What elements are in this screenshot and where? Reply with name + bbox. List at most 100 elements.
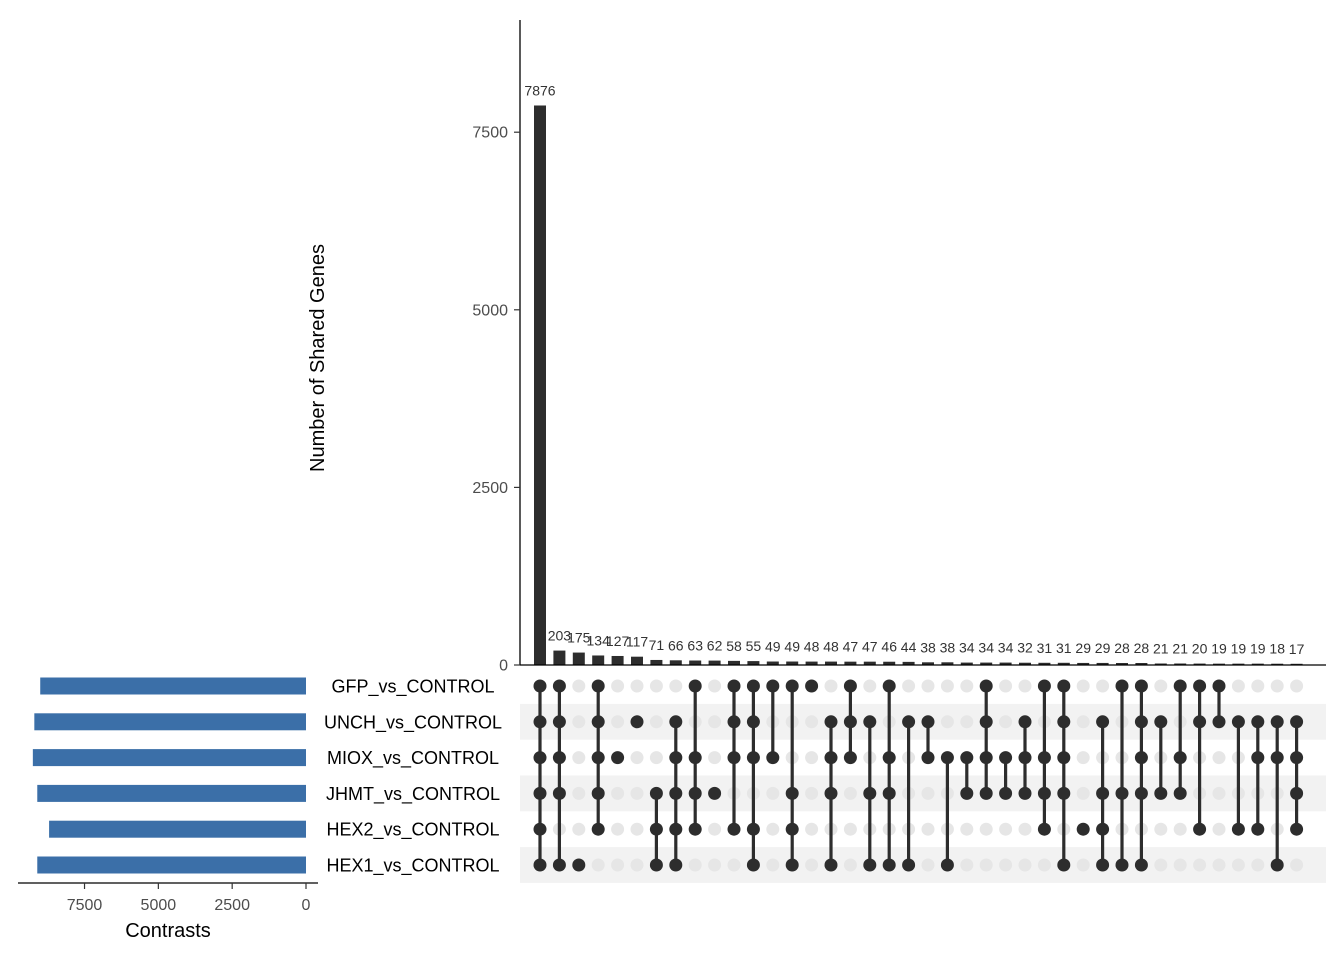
matrix-dot-empty bbox=[1154, 822, 1168, 836]
matrix-dot-filled bbox=[979, 751, 993, 765]
y-axis-tick-label: 2500 bbox=[472, 480, 508, 497]
matrix-dot-filled bbox=[727, 715, 741, 729]
intersection-count-label: 62 bbox=[707, 638, 723, 654]
matrix-dot-filled bbox=[805, 679, 819, 693]
matrix-dot-filled bbox=[960, 786, 974, 800]
intersection-bar bbox=[980, 662, 993, 665]
matrix-dot-empty bbox=[1290, 858, 1304, 872]
matrix-dot-filled bbox=[1251, 715, 1265, 729]
matrix-dot-empty bbox=[649, 751, 663, 765]
matrix-dot-empty bbox=[805, 822, 819, 836]
matrix-dot-empty bbox=[708, 822, 722, 836]
intersection-count-label: 46 bbox=[881, 639, 897, 655]
matrix-dot-filled bbox=[902, 858, 916, 872]
matrix-dot-filled bbox=[785, 822, 799, 836]
matrix-dot-filled bbox=[1096, 786, 1110, 800]
set-size-bars bbox=[32, 677, 307, 874]
matrix-dot-empty bbox=[921, 786, 935, 800]
matrix-dot-filled bbox=[1134, 858, 1148, 872]
intersection-count-label: 29 bbox=[1095, 640, 1111, 656]
set-size-axis-tick-label: 2500 bbox=[214, 897, 250, 914]
intersection-bar bbox=[592, 655, 605, 665]
intersection-bar bbox=[786, 661, 799, 665]
matrix-dot-filled bbox=[940, 858, 954, 872]
matrix-dot-filled bbox=[688, 786, 702, 800]
matrix-dot-empty bbox=[1231, 858, 1245, 872]
matrix-dot-filled bbox=[552, 715, 566, 729]
matrix-dot-filled bbox=[591, 822, 605, 836]
intersection-bar bbox=[960, 662, 973, 665]
matrix-dot-empty bbox=[1154, 858, 1168, 872]
intersection-count-label: 19 bbox=[1211, 641, 1227, 657]
y-axis-tick-label: 0 bbox=[499, 658, 508, 675]
matrix-dot-filled bbox=[1290, 715, 1304, 729]
set-name-label: HEX2_vs_CONTROL bbox=[326, 820, 499, 841]
matrix-dot-filled bbox=[1134, 679, 1148, 693]
set-size-axis: 7500 5000 2500 0 bbox=[18, 882, 318, 914]
matrix-dot-filled bbox=[902, 715, 916, 729]
matrix-dot-filled bbox=[979, 786, 993, 800]
matrix-dot-filled bbox=[552, 679, 566, 693]
matrix-dot-filled bbox=[669, 822, 683, 836]
set-name-label: GFP_vs_CONTROL bbox=[331, 677, 494, 698]
intersection-count-label: 127 bbox=[606, 633, 630, 649]
matrix-dot-empty bbox=[979, 858, 993, 872]
matrix-dot-filled bbox=[863, 858, 877, 872]
set-name-labels: GFP_vs_CONTROL UNCH_vs_CONTROL MIOX_vs_CON… bbox=[324, 677, 502, 877]
matrix-dot-empty bbox=[1251, 679, 1265, 693]
intersection-bar bbox=[1213, 663, 1225, 665]
matrix-dot-empty bbox=[1076, 858, 1090, 872]
matrix-dot-filled bbox=[1173, 679, 1187, 693]
matrix-dot-empty bbox=[611, 858, 625, 872]
matrix-dot-empty bbox=[1076, 751, 1090, 765]
matrix-dot-empty bbox=[630, 786, 644, 800]
matrix-dot-filled bbox=[1037, 786, 1051, 800]
intersection-bar bbox=[1174, 663, 1187, 665]
matrix-dot-filled bbox=[727, 822, 741, 836]
matrix-dot-empty bbox=[572, 786, 586, 800]
intersection-bar bbox=[553, 650, 566, 665]
intersection-bar bbox=[941, 662, 954, 665]
matrix-dot-filled bbox=[1270, 751, 1284, 765]
intersection-bar bbox=[747, 661, 760, 665]
intersection-bar bbox=[1232, 663, 1245, 665]
matrix-dot-filled bbox=[1096, 715, 1110, 729]
matrix-dot-filled bbox=[1018, 786, 1032, 800]
set-name-label: MIOX_vs_CONTROL bbox=[327, 748, 499, 769]
y-axis-tick-label: 7500 bbox=[472, 125, 508, 142]
set-size-bar bbox=[40, 677, 306, 695]
intersection-bar bbox=[999, 662, 1012, 665]
matrix-dot-filled bbox=[591, 715, 605, 729]
intersection-bar bbox=[922, 662, 934, 665]
matrix-dot-empty bbox=[921, 822, 935, 836]
y-axis-title: Number of Shared Genes bbox=[307, 244, 329, 472]
matrix-dot-empty bbox=[805, 715, 819, 729]
matrix-dot-filled bbox=[785, 786, 799, 800]
matrix-dot-filled bbox=[843, 679, 857, 693]
matrix-dot-filled bbox=[999, 751, 1013, 765]
matrix-dot-empty bbox=[921, 858, 935, 872]
matrix-dot-filled bbox=[727, 679, 741, 693]
intersection-bar bbox=[669, 660, 682, 665]
intersection-bar bbox=[766, 661, 779, 665]
intersection-bar bbox=[1154, 663, 1167, 665]
matrix-dot-filled bbox=[882, 858, 896, 872]
matrix-dot-filled bbox=[1057, 858, 1071, 872]
matrix-dot-filled bbox=[1057, 679, 1071, 693]
matrix-dot-empty bbox=[572, 751, 586, 765]
intersection-count-label: 49 bbox=[784, 639, 800, 655]
matrix-dot-empty bbox=[960, 679, 974, 693]
matrix-dot-empty bbox=[1290, 679, 1304, 693]
matrix-dot-filled bbox=[669, 751, 683, 765]
intersection-bar bbox=[611, 655, 624, 665]
matrix-dot-empty bbox=[805, 751, 819, 765]
intersection-count-label: 17 bbox=[1289, 641, 1305, 657]
matrix-dot-empty bbox=[805, 858, 819, 872]
matrix-dot-filled bbox=[1018, 751, 1032, 765]
matrix-dot-empty bbox=[1193, 858, 1207, 872]
matrix-dot-empty bbox=[708, 751, 722, 765]
matrix-dot-empty bbox=[630, 679, 644, 693]
matrix-dot-empty bbox=[688, 858, 702, 872]
matrix-dot-empty bbox=[1096, 679, 1110, 693]
intersection-bar bbox=[805, 661, 818, 665]
